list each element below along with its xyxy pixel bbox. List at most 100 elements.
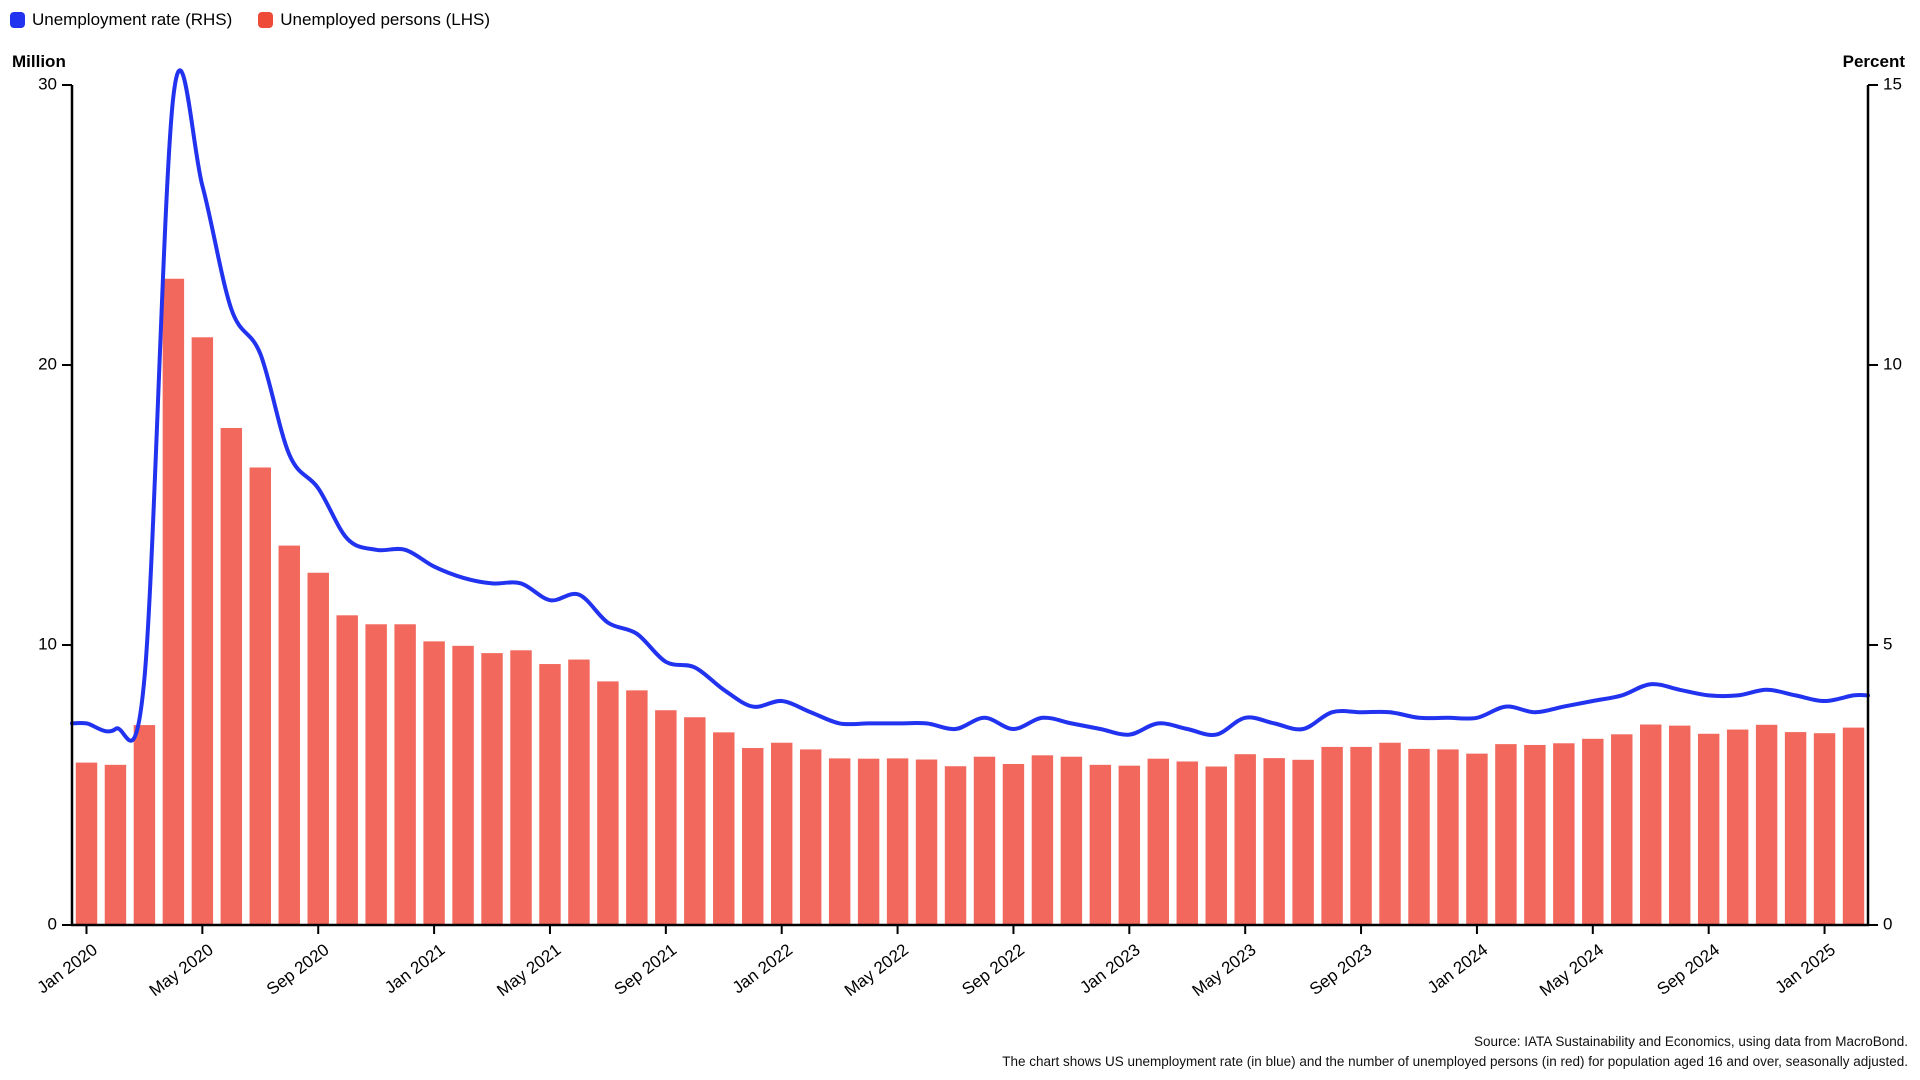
unemployed-persons-bar — [1553, 743, 1575, 925]
unemployed-persons-bar — [1147, 758, 1170, 925]
unemployed-persons-bar — [162, 278, 185, 925]
legend-item-unemployed-persons: Unemployed persons (LHS) — [258, 10, 490, 30]
source-note: Source: IATA Sustainability and Economic… — [1002, 1032, 1908, 1072]
unemployed-persons-bar — [510, 650, 532, 925]
x-axis-tick-label: Sep 2022 — [958, 940, 1028, 999]
left-axis-tick-label: 20 — [38, 354, 57, 373]
unemployed-persons-bar — [973, 756, 996, 925]
unemployed-persons-bar — [191, 337, 214, 925]
right-axis-tick-label: 0 — [1883, 914, 1892, 933]
unemployed-persons-bar — [1640, 724, 1662, 925]
unemployed-persons-bar — [423, 641, 445, 925]
unemployed-persons-bar — [597, 681, 619, 925]
x-axis-tick-label: May 2022 — [841, 940, 912, 1000]
unemployed-persons-bar — [1755, 724, 1778, 925]
unemployed-persons-bar — [365, 624, 387, 925]
unemployed-persons-bar — [481, 653, 503, 925]
right-axis-tick-label: 10 — [1883, 354, 1902, 373]
left-axis-title: Million — [12, 52, 66, 71]
unemployed-persons-bar — [1582, 738, 1604, 925]
unemployed-persons-bar — [1031, 755, 1054, 925]
unemployed-persons-bar — [828, 758, 851, 925]
right-axis-title: Percent — [1842, 52, 1905, 71]
unemployed-persons-bar — [249, 467, 272, 925]
unemployed-persons-bar — [1408, 748, 1430, 925]
unemployed-persons-bar — [770, 742, 793, 925]
x-axis-tick-label: Jan 2025 — [1772, 940, 1839, 997]
left-axis-tick-label: 10 — [38, 634, 57, 653]
unemployed-persons-bar — [1784, 732, 1807, 925]
x-axis-tick-label: Sep 2020 — [263, 940, 333, 999]
x-axis-tick-label: Jan 2020 — [34, 940, 101, 997]
unemployed-persons-bar — [1060, 756, 1083, 925]
unemployed-persons-bar — [915, 759, 938, 925]
legend-label-unemployed-persons: Unemployed persons (LHS) — [280, 10, 491, 29]
unemployed-persons-bar — [452, 645, 474, 925]
unemployed-persons-bar — [104, 764, 127, 925]
unemployed-persons-bar — [1321, 746, 1343, 925]
unemployment-rate-swatch-icon — [10, 12, 25, 28]
unemployed-persons-bar — [1813, 733, 1836, 925]
x-axis-tick-label: Jan 2021 — [381, 940, 448, 997]
unemployed-persons-bar — [1611, 734, 1633, 925]
unemployed-persons-bar — [799, 749, 822, 925]
unemployed-persons-bar — [1234, 754, 1256, 925]
unemployed-persons-bar — [1668, 725, 1691, 925]
x-axis-tick-label: Jan 2023 — [1076, 940, 1143, 997]
right-axis-tick-label: 5 — [1883, 634, 1892, 653]
unemployed-persons-bar — [684, 717, 706, 925]
chart-plot: 0 10 20 30 0 5 10 15 Jan 2020 May 2020 Sep 2020 Jan… — [34, 68, 1902, 1000]
unemployed-persons-bar — [742, 748, 764, 925]
unemployed-persons-bar — [133, 725, 156, 925]
unemployed-persons-bar — [1002, 764, 1025, 925]
unemployed-persons-bar — [1118, 765, 1141, 925]
left-axis-tick-label: 0 — [48, 914, 57, 933]
unemployed-persons-bar — [1726, 729, 1749, 925]
unemployed-persons-swatch-icon — [258, 12, 274, 28]
unemployed-persons-bar — [1495, 744, 1517, 925]
unemployed-persons-bar — [655, 710, 677, 925]
x-axis-tick-label: Jan 2024 — [1424, 940, 1491, 997]
legend-item-unemployment-rate: Unemployment rate (RHS) — [10, 10, 232, 30]
source-line: Source: IATA Sustainability and Economic… — [1474, 1034, 1908, 1049]
x-axis-tick-label: Sep 2021 — [611, 940, 681, 999]
unemployed-persons-bar — [626, 690, 648, 925]
unemployed-persons-bar — [220, 428, 243, 925]
legend-label-unemployment-rate: Unemployment rate (RHS) — [32, 10, 233, 29]
unemployed-persons-bar — [539, 664, 561, 925]
unemployed-persons-bar — [713, 732, 735, 925]
unemployment-rate-line — [70, 68, 1870, 743]
unemployed-persons-bar — [1466, 753, 1488, 925]
unemployed-persons-bar — [75, 762, 98, 925]
unemployed-persons-bar — [1089, 764, 1112, 925]
unemployed-persons-bar — [1263, 758, 1285, 925]
x-axis-tick-label: May 2021 — [493, 940, 564, 1000]
x-axis-tick-label: May 2023 — [1189, 940, 1260, 1000]
legend: Unemployment rate (RHS) Unemployed perso… — [10, 10, 490, 30]
description-line: The chart shows US unemployment rate (in… — [1002, 1054, 1908, 1069]
unemployed-persons-bar — [1697, 733, 1720, 925]
unemployed-persons-bar — [1437, 749, 1459, 925]
unemployed-persons-bar — [886, 758, 909, 925]
unemployed-persons-bar — [1176, 761, 1198, 925]
unemployed-persons-bar — [1292, 759, 1314, 925]
unemployed-persons-bar — [857, 758, 880, 925]
right-axis-tick-label: 15 — [1883, 74, 1902, 93]
unemployed-persons-bar — [1379, 742, 1401, 925]
unemployed-persons-bar — [307, 572, 329, 925]
x-axis-tick-label: Sep 2023 — [1306, 940, 1376, 999]
unemployed-persons-bar — [1524, 744, 1546, 925]
x-axis-tick-label: Sep 2024 — [1654, 940, 1724, 999]
x-axis-tick-label: May 2024 — [1536, 940, 1607, 1000]
unemployed-persons-bar — [394, 624, 416, 925]
unemployed-persons-bar — [278, 545, 300, 925]
unemployed-persons-bar — [568, 659, 590, 925]
unemployed-persons-bar — [336, 615, 358, 925]
unemployed-persons-bar — [1350, 746, 1372, 925]
unemployed-persons-bar — [1842, 727, 1865, 925]
x-axis-tick-label: Jan 2022 — [729, 940, 796, 997]
x-axis-tick-label: May 2020 — [146, 940, 217, 1000]
unemployed-persons-bar — [944, 766, 967, 925]
unemployed-persons-bar — [1205, 766, 1227, 925]
